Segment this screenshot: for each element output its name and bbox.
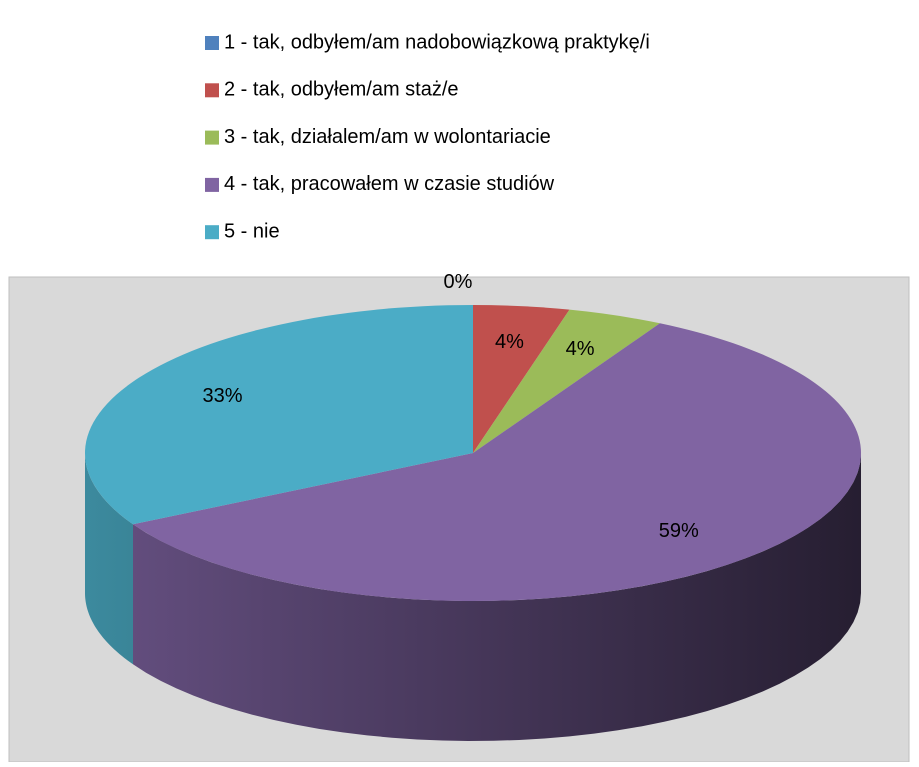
slice [473,305,570,453]
slice [132,323,862,601]
legend-label: 3 - tak, działalem/am w wolontariacie [224,126,551,148]
slice-side [132,453,861,741]
legend-label: 2 - tak, odbyłem/am staż/e [224,79,459,101]
legend-label: 5 - nie [224,220,280,242]
data-label: 4% [495,331,524,353]
slice-side [85,453,133,665]
legend-label: 1 - tak, odbyłem/am nadobowiązkową prakt… [224,31,650,53]
slice [84,305,474,525]
legend-swatch [205,177,219,192]
data-label: 33% [203,385,243,407]
data-label: 59% [659,520,699,542]
legend-swatch [205,225,219,240]
legend-swatch [205,36,219,50]
data-label: 4% [566,338,595,360]
data-label: 0% [444,271,473,293]
legend-swatch [205,83,219,98]
slice [473,309,660,453]
legend-swatch [205,130,219,145]
legend-label: 4 - tak, pracowałem w czasie studiów [224,173,555,195]
